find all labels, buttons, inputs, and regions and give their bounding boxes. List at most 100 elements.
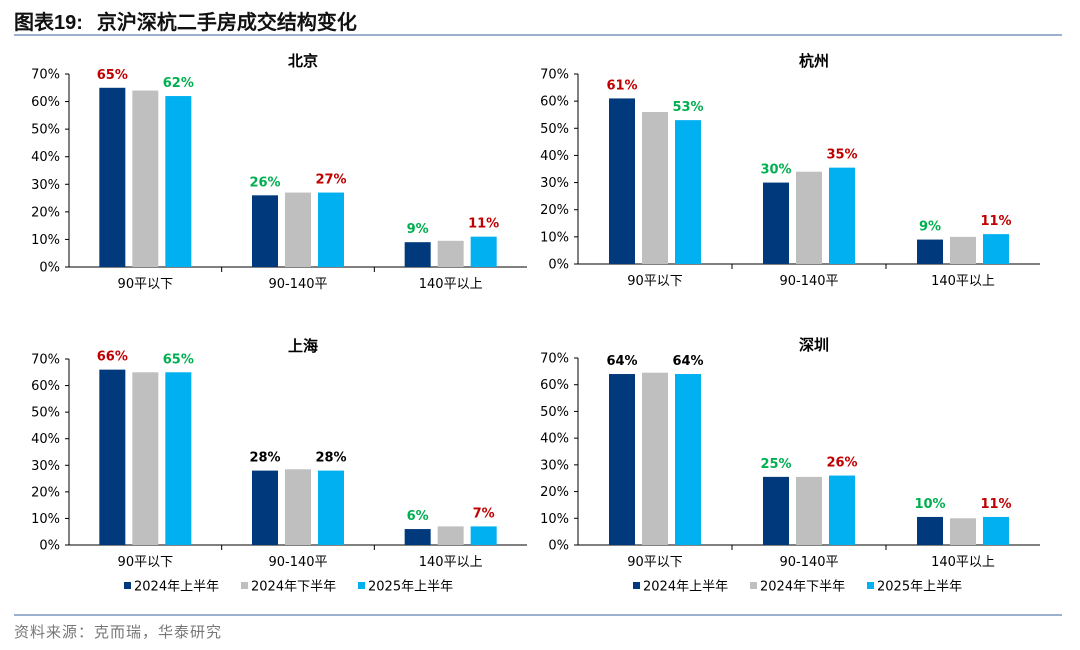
bar xyxy=(318,192,344,267)
chart-title: 上海 xyxy=(288,337,318,355)
legend-swatch xyxy=(124,582,131,589)
bar xyxy=(609,98,635,264)
chart-panel-3: 上海 0% 10% 20% 30% 40% 50% 60% 70% 90平以下 90-140平 140… xyxy=(31,337,527,595)
bar xyxy=(675,374,701,545)
y-tick-label: 40% xyxy=(31,432,60,447)
x-tick-label: 90-140平 xyxy=(268,555,327,570)
data-label: 11% xyxy=(980,497,1011,512)
bar xyxy=(642,372,668,545)
x-tick-label: 90平以下 xyxy=(118,277,174,292)
y-tick-label: 10% xyxy=(31,233,60,248)
y-tick-label: 50% xyxy=(31,123,60,138)
data-label: 66% xyxy=(97,350,128,365)
figure-title-text: 京沪深杭二手房成交结构变化 xyxy=(96,10,357,34)
y-tick-label: 70% xyxy=(540,68,569,83)
y-tick-label: 60% xyxy=(31,379,60,394)
y-tick-label: 60% xyxy=(31,95,60,110)
chart-title: 杭州 xyxy=(799,52,829,70)
y-tick-label: 30% xyxy=(540,458,569,473)
bar xyxy=(165,372,192,545)
y-tick-label: 70% xyxy=(540,352,569,367)
x-tick-label: 140平以上 xyxy=(419,277,483,292)
data-label: 28% xyxy=(315,451,346,466)
bar xyxy=(763,182,789,264)
y-tick-label: 40% xyxy=(31,150,60,165)
legend-entry: 2024年上半年 xyxy=(134,580,219,595)
y-tick-label: 20% xyxy=(540,203,569,218)
legend-swatch xyxy=(867,582,874,589)
y-tick-label: 70% xyxy=(31,353,60,368)
bar xyxy=(252,195,278,267)
bar xyxy=(829,167,855,264)
y-tick-label: 0% xyxy=(39,539,60,554)
y-tick-label: 10% xyxy=(540,512,569,527)
bar xyxy=(983,234,1009,264)
x-tick-label: 140平以上 xyxy=(931,555,995,570)
data-label: 10% xyxy=(914,497,945,512)
bar xyxy=(99,87,126,268)
bar xyxy=(404,529,431,545)
legend-swatch xyxy=(241,582,248,589)
bar xyxy=(285,469,311,545)
chart-title: 北京 xyxy=(288,52,318,70)
chart-panel-2: 杭州 0% 10% 20% 30% 40% 50% 60% 70% 90平以下 90-140平 140… xyxy=(540,52,1040,289)
data-label: 9% xyxy=(919,220,941,235)
y-tick-label: 60% xyxy=(540,95,569,110)
x-tick-label: 90-140平 xyxy=(268,277,327,292)
bar xyxy=(950,518,976,545)
x-tick-label: 90-140平 xyxy=(779,555,838,570)
x-tick-label: 90平以下 xyxy=(627,555,683,570)
top-rule xyxy=(14,34,1062,36)
bar xyxy=(642,112,668,264)
bar xyxy=(132,372,159,545)
data-label: 11% xyxy=(468,217,499,232)
y-tick-label: 50% xyxy=(540,122,569,137)
y-tick-label: 20% xyxy=(31,485,60,500)
bar xyxy=(285,192,311,267)
bar xyxy=(132,90,159,268)
bar xyxy=(470,526,497,545)
legend-swatch xyxy=(358,582,365,589)
data-label: 7% xyxy=(473,506,495,521)
x-tick-label: 90平以下 xyxy=(627,274,683,289)
y-tick-label: 50% xyxy=(31,406,60,421)
bar xyxy=(796,476,822,545)
legend-entry: 2024年下半年 xyxy=(251,580,336,595)
data-label: 28% xyxy=(249,451,280,466)
bar xyxy=(404,242,431,267)
data-label: 65% xyxy=(163,352,194,367)
data-label: 27% xyxy=(315,173,346,188)
y-tick-label: 30% xyxy=(31,459,60,474)
y-tick-label: 30% xyxy=(540,176,569,191)
figure-title: 图表19: 京沪深杭二手房成交结构变化 xyxy=(14,6,357,35)
legend-entry: 2024年下半年 xyxy=(760,580,845,595)
bar xyxy=(983,516,1009,545)
bar xyxy=(437,526,464,545)
figure-label: 图表19: xyxy=(14,12,83,34)
y-tick-label: 10% xyxy=(540,230,569,245)
bar xyxy=(609,374,635,545)
bar xyxy=(829,475,855,545)
y-tick-label: 10% xyxy=(31,512,60,527)
data-label: 61% xyxy=(606,78,637,93)
bar xyxy=(437,240,464,267)
bar xyxy=(950,236,976,264)
chart-panel-1: 北京 0% 10% 20% 30% 40% 50% 60% 70% 90平以下 90-140平 140… xyxy=(31,52,527,292)
data-label: 25% xyxy=(760,457,791,472)
chart-panel-4: 深圳 0% 10% 20% 30% 40% 50% 60% 70% 90平以下 90-140平 140… xyxy=(540,336,1040,595)
legend-swatch xyxy=(633,582,640,589)
source-note: 资料来源：克而瑞，华泰研究 xyxy=(14,623,223,641)
x-tick-label: 90平以下 xyxy=(118,555,174,570)
y-tick-label: 60% xyxy=(540,378,569,393)
chart-title: 深圳 xyxy=(799,336,829,354)
legend-swatch xyxy=(750,582,757,589)
data-label: 26% xyxy=(249,175,280,190)
data-label: 6% xyxy=(407,509,429,524)
x-tick-label: 140平以上 xyxy=(931,274,995,289)
data-label: 64% xyxy=(672,354,703,369)
y-tick-label: 70% xyxy=(31,68,60,83)
bar xyxy=(252,470,278,545)
bar xyxy=(99,369,126,545)
y-tick-label: 0% xyxy=(39,261,60,276)
